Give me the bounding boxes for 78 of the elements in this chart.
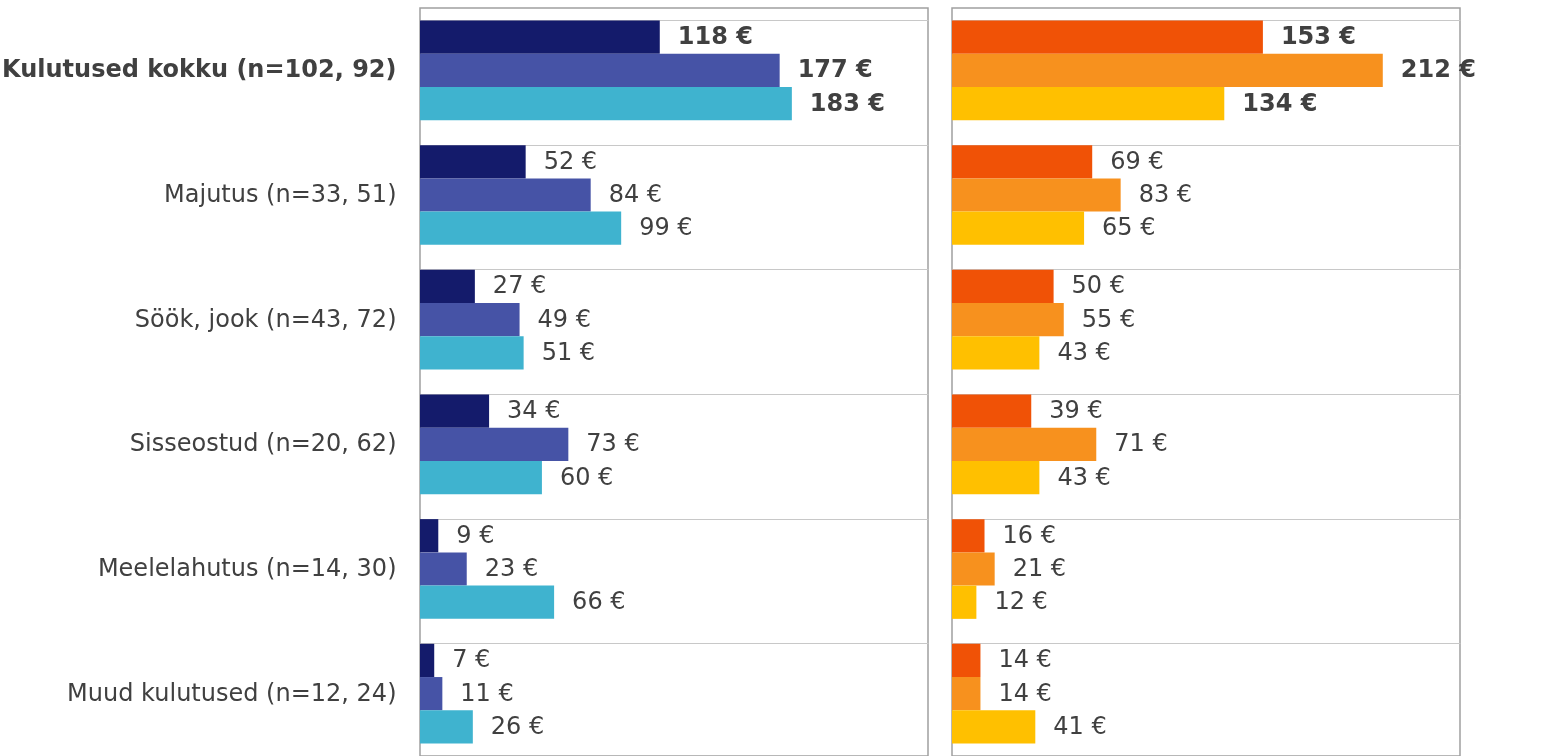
bar [952,552,995,586]
bar [952,336,1040,370]
bar [420,20,660,54]
data-label: 16 € [1002,520,1056,549]
data-label: 71 € [1114,429,1168,458]
data-label: 12 € [994,587,1048,616]
data-label: 55 € [1081,304,1136,333]
data-label: 177 € [797,55,873,84]
bar [420,427,569,461]
data-label: 73 € [586,429,640,458]
data-label: 69 € [1110,146,1164,175]
bar [952,145,1093,179]
data-label: 11 € [460,678,514,707]
bar [420,178,591,212]
y-tick-label: Sisseostud (n=20, 62) [129,429,397,458]
bar [420,53,780,87]
data-label: 118 € [677,22,753,51]
data-label: 66 € [572,587,626,616]
data-label: 9 € [456,520,495,549]
data-label: 52 € [543,146,598,175]
bar [952,178,1121,212]
data-label: 43 € [1057,462,1111,491]
bar [420,677,443,711]
bar [952,303,1064,337]
bar [420,519,439,553]
bar [420,552,467,586]
bar [420,269,475,304]
data-label: 26 € [490,711,545,740]
data-label: 7 € [452,645,491,674]
data-label: 34 € [507,396,561,425]
bar [420,460,542,495]
data-label: 23 € [484,554,539,582]
data-label: 39 € [1049,396,1103,425]
data-label: 153 € [1280,22,1357,51]
bar [420,211,622,245]
bar [952,519,985,553]
bar [952,269,1054,304]
bar [952,20,1263,54]
data-label: 83 € [1138,180,1193,208]
bar [952,677,981,711]
y-tick-label: Kulutused kokku (n=102, 92) [2,55,397,84]
data-label: 60 € [559,462,614,491]
bar [952,211,1085,245]
y-tick-label: Majutus (n=33, 51) [164,180,397,208]
bar [420,585,555,619]
bar [420,643,435,678]
bar [420,145,526,179]
data-label: 14 € [998,678,1052,707]
data-label: 99 € [639,213,693,242]
data-label: 14 € [998,645,1052,674]
bar [952,460,1040,495]
data-label: 49 € [537,304,592,333]
bar [952,427,1097,461]
y-tick-label: Söök, jook (n=43, 72) [134,304,397,333]
data-label: 50 € [1071,271,1126,300]
bar [952,53,1383,87]
bar [420,86,792,121]
data-label: 51 € [541,337,596,366]
bar [420,303,520,337]
bar [420,336,524,370]
bar [952,585,977,619]
y-tick-label: Meelelahutus (n=14, 30) [97,554,397,582]
bar [420,710,473,744]
bar [952,643,981,678]
bar [952,394,1032,428]
data-label: 41 € [1053,711,1107,740]
data-label: 65 € [1102,213,1156,242]
data-label: 212 € [1400,55,1476,84]
y-tick-label: Muud kulutused (n=12, 24) [67,678,397,707]
data-label: 84 € [608,180,663,208]
bar [952,86,1225,121]
data-label: 134 € [1242,88,1318,117]
bar [952,710,1036,744]
data-label: 27 € [492,271,547,300]
data-label: 43 € [1057,337,1111,366]
bar [420,394,490,428]
data-label: 183 € [809,88,886,117]
data-label: 21 € [1012,554,1067,582]
